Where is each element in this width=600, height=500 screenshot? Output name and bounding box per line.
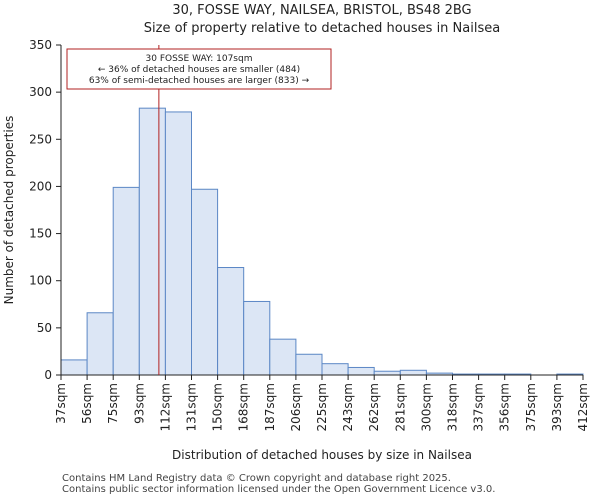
y-tick-label: 300 [29,85,52,99]
annotation-frame [66,48,332,90]
annotation-line-2: ← 36% of detached houses are smaller (48… [98,65,300,75]
x-tick-label: 243sqm [341,383,355,431]
x-tick-label: 56sqm [80,383,94,424]
y-tick-label: 350 [29,38,52,52]
annotation-line-1: 30 FOSSE WAY: 107sqm [146,54,253,64]
x-axis-label: Distribution of detached houses by size … [172,448,472,462]
x-tick-label: 112sqm [158,383,172,431]
bar-225sqm [321,363,349,376]
annotation-line-3: 63% of semi-detached houses are larger (… [89,76,310,86]
x-tick-label: 75sqm [106,383,120,424]
bar-281sqm [399,369,427,376]
y-tick-label: 50 [37,321,52,335]
bar-93sqm [138,107,166,376]
x-tick-label: 37sqm [54,383,68,424]
bar-262sqm [373,370,401,376]
x-tick-label: 300sqm [419,383,433,431]
bars-group [60,107,584,376]
bar-243sqm [347,366,375,376]
x-axis-ticks: 37sqm 56sqm 75sqm 93sqm 112sqm 131sqm 150sqm 16… [54,375,590,431]
bar-112sqm [164,111,192,376]
x-tick-label: 412sqm [576,383,590,431]
bar-168sqm [243,300,271,376]
chart-title: 30, FOSSE WAY, NAILSEA, BRISTOL, BS48 2B… [172,3,471,18]
y-tick-label: 200 [29,179,52,193]
x-tick-label: 131sqm [185,383,199,431]
x-tick-label: 393sqm [550,383,564,431]
x-tick-label: 150sqm [211,383,225,431]
x-tick-label: 262sqm [367,383,381,431]
y-axis-ticks: 0 50 100 150 200 250 300 350 [29,38,61,382]
y-axis-label: Number of detached properties [2,116,16,305]
x-tick-label: 375sqm [524,383,538,431]
y-tick-label: 150 [29,227,52,241]
footer-line-1: Contains HM Land Registry data © Crown c… [62,473,451,484]
bar-187sqm [269,338,297,376]
bar-150sqm [217,267,245,376]
x-tick-label: 281sqm [393,383,407,431]
x-tick-label: 206sqm [289,383,303,431]
bar-131sqm [191,188,219,376]
x-tick-label: 168sqm [237,383,251,431]
y-tick-label: 0 [44,368,52,382]
footer-line-2: Contains public sector information licen… [62,484,496,495]
x-tick-label: 337sqm [472,383,486,431]
x-tick-label: 356sqm [498,383,512,431]
annotation-box: 30 FOSSE WAY: 107sqm ← 36% of detached h… [66,48,332,90]
y-tick-label: 250 [29,132,52,146]
bar-37sqm [60,359,88,376]
x-tick-label: 187sqm [263,383,277,431]
bar-206sqm [295,353,323,376]
x-tick-label: 93sqm [132,383,146,424]
x-tick-label: 225sqm [315,383,329,431]
chart-subtitle: Size of property relative to detached ho… [144,21,500,36]
y-tick-label: 100 [29,274,52,288]
x-tick-label: 318sqm [446,383,460,431]
bar-75sqm [112,186,140,376]
bar-56sqm [86,312,114,376]
